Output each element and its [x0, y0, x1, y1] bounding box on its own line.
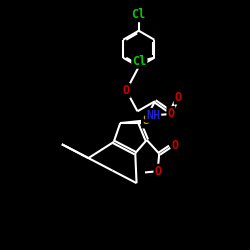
Text: NH: NH	[146, 109, 160, 122]
Text: Cl: Cl	[132, 8, 146, 21]
Text: O: O	[123, 84, 130, 97]
Text: O: O	[172, 139, 179, 152]
Text: S: S	[142, 114, 149, 128]
Text: Cl: Cl	[132, 55, 146, 68]
Text: O: O	[174, 90, 182, 104]
Text: O: O	[154, 165, 162, 178]
Text: O: O	[168, 107, 174, 120]
